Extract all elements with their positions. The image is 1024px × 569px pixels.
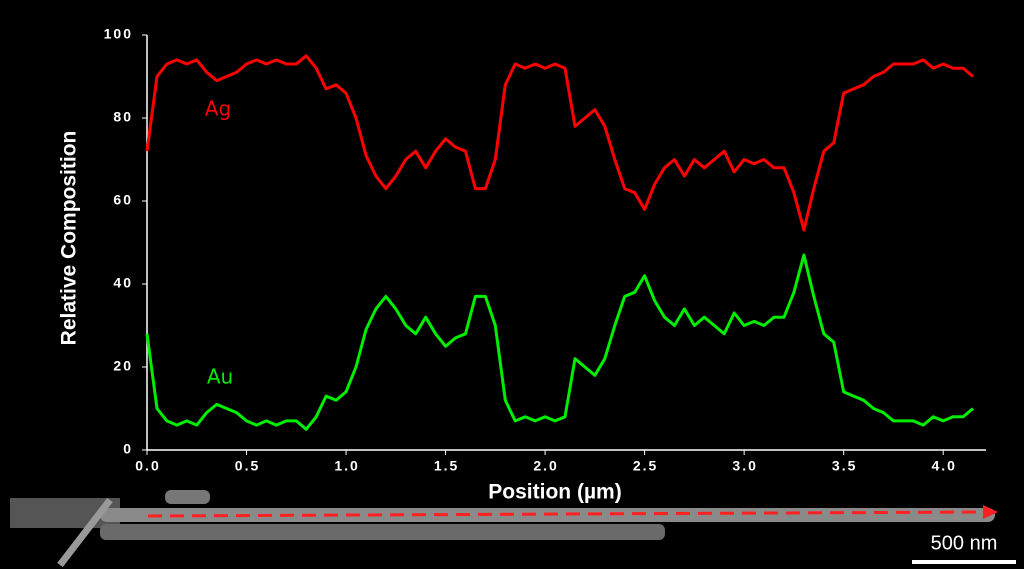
x-tick-label: 2.5 xyxy=(633,458,658,474)
y-tick-label: 100 xyxy=(104,26,133,42)
particle xyxy=(165,490,210,504)
scale-bar-label: 500 nm xyxy=(931,532,998,554)
x-axis-label: Position (µm) xyxy=(488,481,621,504)
x-tick-label: 3.5 xyxy=(832,458,857,474)
y-tick-label: 40 xyxy=(113,275,133,291)
x-tick-label: 0.5 xyxy=(235,458,260,474)
y-axis-label: Relative Composition xyxy=(58,131,81,346)
y-tick-label: 60 xyxy=(113,192,133,208)
x-tick-label: 1.0 xyxy=(334,458,359,474)
legend-label: Ag xyxy=(205,97,231,121)
x-tick-label: 4.0 xyxy=(931,458,956,474)
x-tick-label: 0.0 xyxy=(135,458,160,474)
legend-label: Au xyxy=(207,365,233,389)
x-tick-label: 3.0 xyxy=(732,458,757,474)
x-tick-label: 1.5 xyxy=(434,458,459,474)
scale-bar xyxy=(912,560,1016,564)
y-tick-label: 20 xyxy=(113,358,133,374)
y-tick-label: 80 xyxy=(113,109,133,125)
x-tick-label: 2.0 xyxy=(533,458,558,474)
nanowire xyxy=(100,524,665,540)
y-tick-label: 0 xyxy=(123,441,133,457)
chart: 500 nm Position (µm) Relative Compositio… xyxy=(0,0,1024,569)
